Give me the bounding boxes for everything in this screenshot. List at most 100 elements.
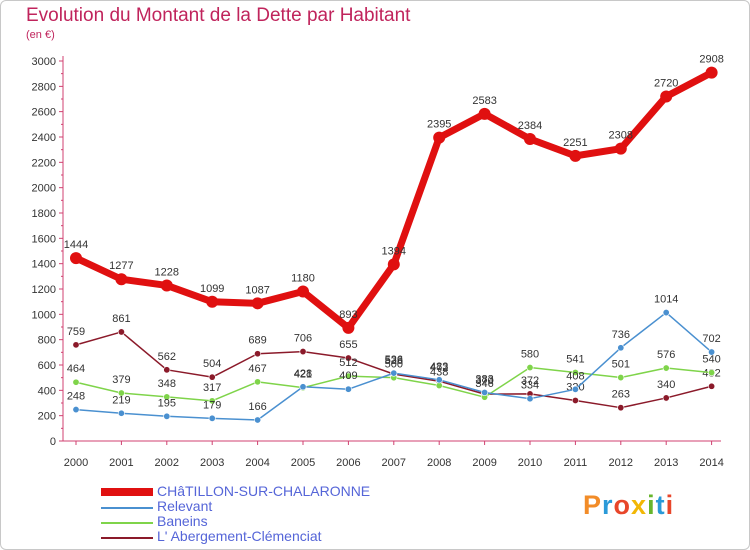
data-label: 179 [203, 399, 221, 411]
data-point [297, 285, 309, 298]
y-tick-label: 400 [38, 385, 56, 397]
data-label: 334 [521, 380, 539, 392]
x-tick-label: 2006 [336, 457, 360, 469]
data-point [526, 395, 534, 403]
data-label: 379 [112, 374, 130, 386]
chart-title: Evolution du Montant de la Dette par Hab… [26, 5, 411, 26]
plot-area: 7598615625046897066555284723703723202633… [64, 54, 724, 424]
data-label: 1277 [109, 260, 133, 272]
x-tick-label: 2008 [427, 457, 451, 469]
data-label: 580 [521, 349, 539, 361]
data-point [708, 348, 716, 356]
data-point [344, 385, 352, 393]
data-label: 2720 [654, 77, 678, 89]
data-point [299, 348, 307, 356]
data-point [708, 369, 716, 377]
legend-swatch [101, 537, 153, 539]
data-point [117, 328, 125, 336]
data-label: 736 [612, 329, 630, 341]
data-label: 504 [203, 358, 221, 370]
legend-swatch [101, 507, 153, 509]
data-label: 2908 [699, 54, 723, 66]
data-point [160, 279, 173, 292]
x-tick-label: 2012 [609, 457, 633, 469]
data-label: 2251 [563, 137, 587, 149]
x-tick-label: 2011 [564, 457, 588, 469]
data-point [163, 366, 171, 374]
data-label: 1099 [200, 283, 224, 295]
data-label: 706 [294, 333, 312, 345]
y-tick-label: 2600 [32, 107, 56, 119]
data-point [526, 364, 534, 372]
data-label: 2384 [518, 120, 542, 132]
data-point [569, 149, 582, 162]
data-point [115, 273, 128, 286]
data-label: 759 [67, 326, 85, 338]
legend-label: L' Abergement-Clémenciat [157, 528, 322, 544]
data-label: 1228 [155, 266, 179, 278]
data-point [524, 133, 536, 146]
legend-label: CHâTILLON-SUR-CHALARONNE [157, 483, 371, 499]
data-point [614, 142, 627, 155]
data-point [571, 385, 579, 393]
y-tick-label: 0 [50, 436, 56, 448]
x-tick-label: 2003 [200, 457, 224, 469]
y-tick-label: 1400 [32, 259, 56, 271]
data-label: 1394 [382, 245, 406, 257]
data-point [70, 252, 82, 265]
data-point [208, 373, 216, 381]
x-tick-label: 2007 [382, 457, 406, 469]
y-tick-label: 2800 [32, 81, 56, 93]
y-tick-label: 200 [38, 411, 56, 423]
data-point [72, 406, 80, 414]
data-label: 408 [566, 370, 584, 382]
data-point [481, 388, 489, 396]
legend-label: Baneins [157, 513, 208, 529]
data-label: 370 [475, 375, 493, 387]
data-label: 2395 [427, 119, 451, 131]
data-point [433, 131, 446, 144]
x-tick-label: 2009 [472, 457, 496, 469]
y-tick-label: 2000 [32, 183, 56, 195]
y-tick-label: 1600 [32, 233, 56, 245]
data-point [117, 409, 125, 417]
data-point [617, 374, 625, 382]
x-tick-label: 2001 [109, 457, 133, 469]
legend-label: Relevant [157, 498, 213, 514]
data-point [254, 378, 262, 386]
data-label: 2308 [609, 130, 633, 142]
proxiti-logo: Proxiti [583, 490, 675, 520]
data-label: 348 [158, 378, 176, 390]
x-tick-label: 2010 [518, 457, 542, 469]
data-label: 500 [385, 359, 403, 371]
data-label: 536 [385, 354, 403, 366]
data-label: 346 [475, 378, 493, 390]
data-point [344, 354, 352, 362]
data-point [387, 258, 400, 271]
data-point [251, 297, 264, 310]
data-point [705, 66, 718, 79]
y-tick-label: 800 [38, 335, 56, 347]
data-label: 540 [702, 354, 720, 366]
data-label: 409 [339, 370, 357, 382]
y-tick-label: 600 [38, 360, 56, 372]
data-label: 528 [385, 355, 403, 367]
data-label: 501 [612, 359, 630, 371]
data-point [208, 397, 216, 405]
y-tick-label: 3000 [32, 56, 56, 68]
y-tick-label: 2200 [32, 157, 56, 169]
data-point [206, 295, 219, 308]
data-label: 893 [339, 309, 357, 321]
y-tick-label: 1800 [32, 208, 56, 220]
data-label: 467 [248, 363, 266, 375]
data-point [72, 341, 80, 349]
data-label: 340 [657, 379, 675, 391]
series-1: 248 219 195 179 166 428 409 536 483 383 334 408 736 1… [67, 294, 721, 424]
data-label: 383 [475, 373, 493, 385]
x-tick-label: 2002 [155, 457, 179, 469]
data-label: 1014 [654, 294, 678, 306]
data-label: 541 [566, 353, 584, 365]
data-label: 219 [112, 394, 130, 406]
data-point [571, 368, 579, 376]
